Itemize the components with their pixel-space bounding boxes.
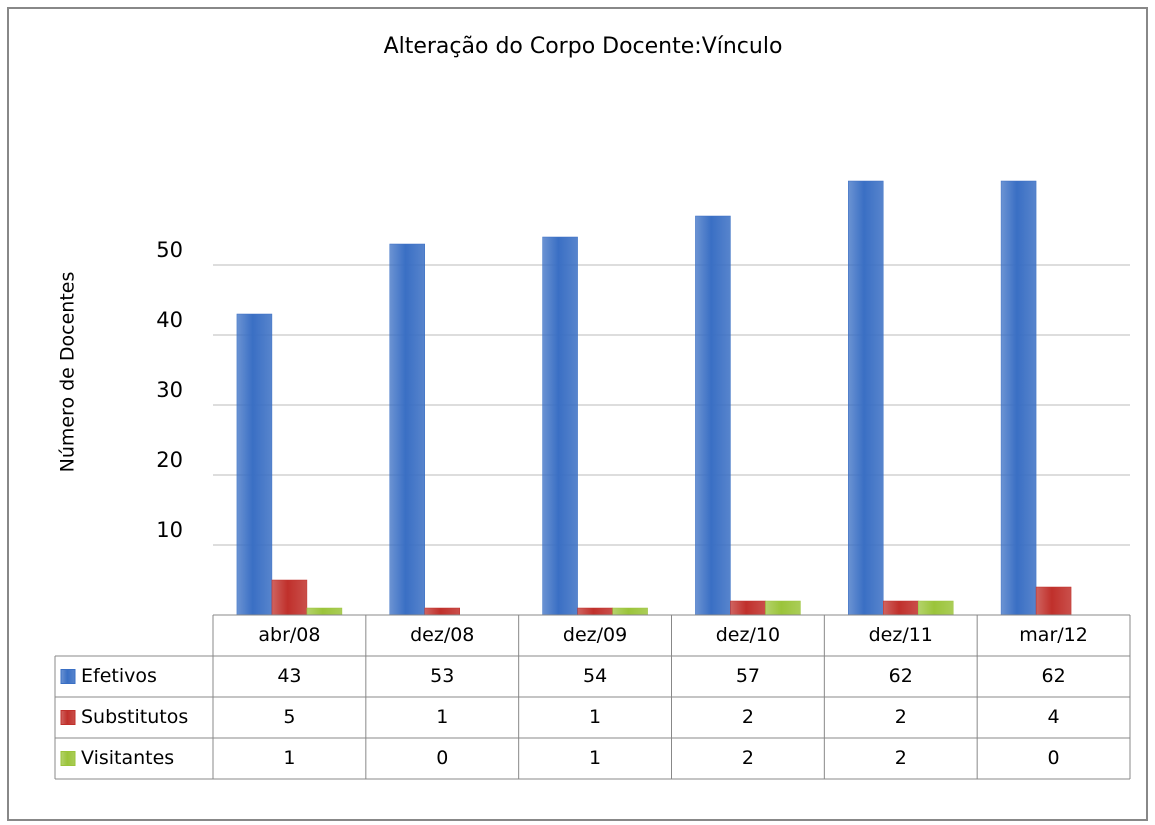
y-tick-label: 30 [156, 378, 183, 402]
bar [918, 600, 954, 616]
table-value: 4 [1048, 706, 1060, 728]
table-value: 53 [430, 665, 454, 687]
table-value: 2 [742, 747, 754, 769]
y-tick-label: 40 [156, 308, 183, 332]
legend-label: Efetivos [81, 665, 157, 687]
y-tick-label: 50 [156, 238, 183, 262]
table-value: 1 [589, 747, 601, 769]
bar [389, 243, 425, 616]
table-value: 2 [895, 706, 907, 728]
table-value: 0 [436, 747, 448, 769]
table-value: 1 [589, 706, 601, 728]
bar [883, 600, 919, 616]
x-tick-label: mar/12 [1019, 624, 1088, 646]
bar [542, 236, 578, 616]
bar [695, 215, 731, 616]
x-tick-label: dez/11 [869, 624, 933, 646]
table-value: 0 [1048, 747, 1060, 769]
bar [612, 607, 648, 616]
bar [236, 313, 273, 616]
legend-label: Visitantes [81, 747, 174, 769]
table-value: 43 [277, 665, 301, 687]
table-value: 2 [742, 706, 754, 728]
x-tick-label: dez/10 [716, 624, 780, 646]
bar [271, 579, 308, 616]
x-tick-label: abr/08 [258, 624, 320, 646]
table-value: 62 [889, 665, 913, 687]
bar [1035, 586, 1072, 616]
x-tick-label: dez/09 [563, 624, 627, 646]
bar [424, 607, 460, 616]
table-value: 62 [1041, 665, 1065, 687]
bar [765, 600, 801, 616]
y-axis-label: Número de Docentes [57, 272, 79, 473]
table-value: 2 [895, 747, 907, 769]
table-value: 54 [583, 665, 607, 687]
table-value: 1 [283, 747, 295, 769]
y-tick-label: 10 [156, 518, 183, 542]
y-tick-label: 20 [156, 448, 183, 472]
x-tick-label: dez/08 [410, 624, 474, 646]
bar [1000, 180, 1037, 616]
bar [577, 607, 613, 616]
table-value: 1 [436, 706, 448, 728]
bar [730, 600, 766, 616]
legend-swatch [60, 669, 76, 684]
bar [848, 180, 884, 616]
chart-title: Alteração do Corpo Docente:Vínculo [384, 34, 783, 59]
bar [306, 607, 343, 616]
table-value: 5 [283, 706, 295, 728]
legend-swatch [60, 751, 76, 766]
table-value: 57 [736, 665, 760, 687]
legend-swatch [60, 710, 76, 725]
legend-label: Substitutos [81, 706, 188, 728]
